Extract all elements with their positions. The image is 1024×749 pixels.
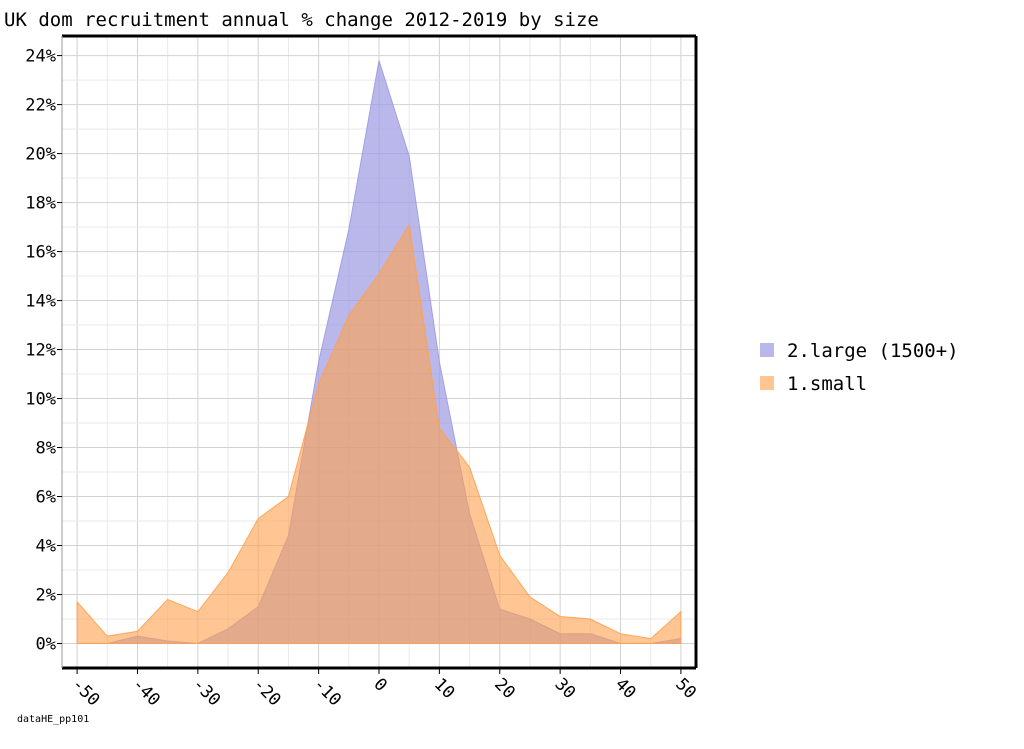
- x-tick-label: 20: [490, 674, 519, 703]
- x-tick-label: -20: [249, 674, 285, 710]
- y-tick-label: 4%: [36, 537, 56, 557]
- x-tick-label: -10: [309, 674, 345, 710]
- legend-label: 1.small: [787, 373, 867, 395]
- x-tick-label: 40: [611, 674, 640, 703]
- source-caption: dataHE_pp101: [17, 714, 89, 725]
- x-tick-label: -50: [68, 674, 104, 710]
- x-tick-label: 30: [551, 674, 580, 703]
- x-tick-label: -30: [188, 674, 224, 710]
- x-tick-label: 0: [369, 674, 390, 695]
- y-tick-label: 2%: [36, 586, 56, 606]
- area-series-small: [76, 223, 682, 645]
- x-tick-label: 10: [430, 674, 459, 703]
- chart-title: UK dom recruitment annual % change 2012-…: [4, 9, 599, 31]
- x-tick-label: 50: [671, 674, 700, 703]
- y-tick-label: 8%: [36, 439, 56, 459]
- y-tick-label: 16%: [25, 243, 56, 263]
- y-tick-label: 10%: [25, 390, 56, 410]
- x-tick-label: -40: [128, 674, 164, 710]
- legend-label: 2.large (1500+): [787, 340, 959, 362]
- y-tick-label: 0%: [36, 635, 56, 655]
- y-tick-label: 20%: [25, 145, 56, 165]
- y-tick-label: 12%: [25, 341, 56, 361]
- y-tick-label: 14%: [25, 292, 56, 312]
- x-axis-ticks: -50 -40 -30 -20 -10 0 10 20 30 40 50: [68, 668, 700, 710]
- plot-areas: [76, 60, 682, 645]
- legend-swatch: [760, 376, 774, 390]
- y-tick-label: 24%: [25, 47, 56, 67]
- y-tick-label: 18%: [25, 194, 56, 214]
- legend-swatch: [760, 343, 774, 357]
- y-tick-label: 6%: [36, 488, 56, 508]
- y-tick-label: 22%: [25, 96, 56, 116]
- y-axis-ticks: 0% 2% 4% 6% 8% 10% 12% 14% 16% 18% 20% 22% 24%: [25, 47, 62, 655]
- legend: 2.large (1500+) 1.small: [760, 340, 959, 395]
